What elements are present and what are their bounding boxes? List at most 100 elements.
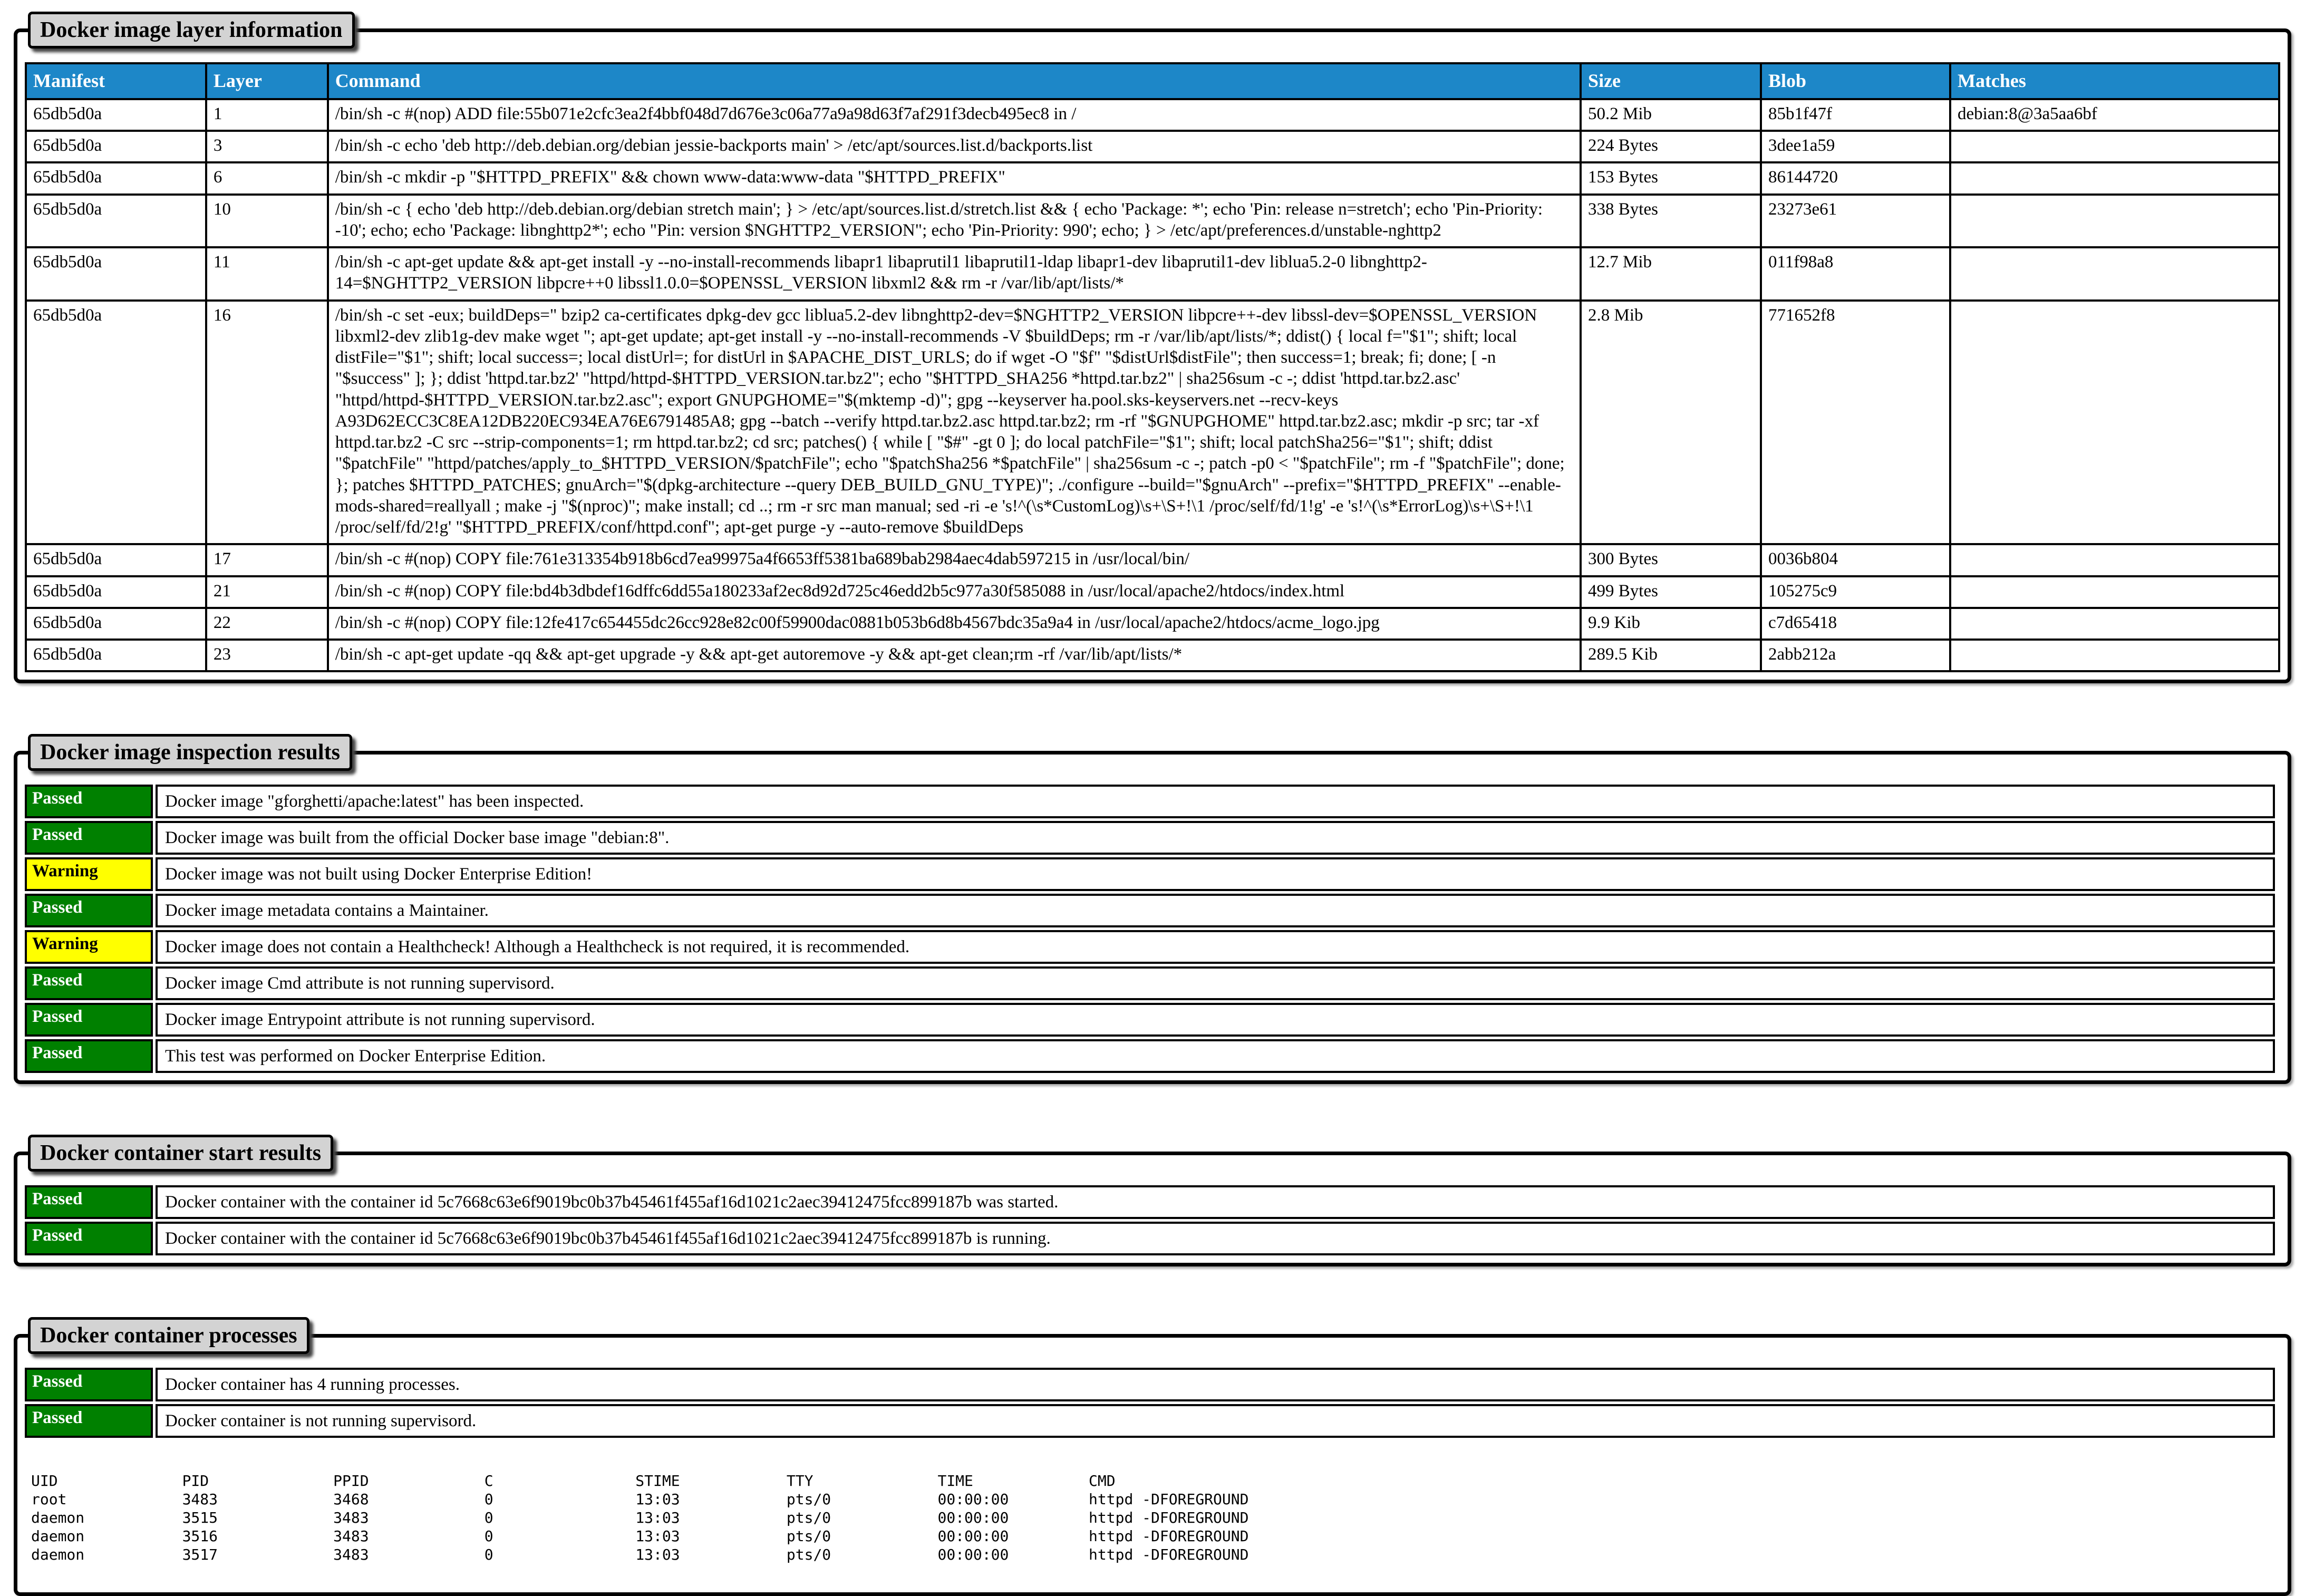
layer-cell: 1: [205, 98, 329, 132]
command-cell: /bin/sh -c set -eux; buildDeps=" bzip2 c…: [326, 299, 1582, 546]
size-cell: 499 Bytes: [1580, 575, 1762, 609]
command-cell: /bin/sh -c echo 'deb http://deb.debian.o…: [326, 130, 1582, 164]
manifest-cell: 65db5d0a: [25, 161, 207, 196]
status-message: Docker image metadata contains a Maintai…: [156, 894, 2275, 928]
matches-cell: debian:8@3a5aa6bf: [1949, 98, 2281, 132]
blob-cell: 011f98a8: [1759, 246, 1951, 302]
manifest-cell: 65db5d0a: [25, 98, 207, 132]
status-message: Docker container has 4 running processes…: [156, 1368, 2275, 1402]
layer-table-body: 65db5d0a 1/bin/sh -c #(nop) ADD file:55b0…: [25, 98, 2281, 673]
status-row: Passed Docker image metadata contains a M…: [25, 894, 2275, 928]
manifest-cell: 65db5d0a: [25, 575, 207, 609]
status-message: Docker image Entrypoint attribute is not…: [156, 1003, 2275, 1037]
matches-cell: [1949, 299, 2281, 546]
blob-cell: 85b1f47f: [1759, 98, 1951, 132]
status-badge: Passed: [25, 1003, 153, 1037]
layer-table-row: 65db5d0a 23/bin/sh -c apt-get update -qq …: [25, 639, 2281, 673]
status-badge: Passed: [25, 821, 153, 855]
status-message: Docker image does not contain a Healthch…: [156, 930, 2275, 964]
size-cell: 153 Bytes: [1580, 161, 1762, 196]
status-row: Warning Docker image was not built using …: [25, 857, 2275, 892]
manifest-cell: 65db5d0a: [25, 639, 207, 673]
layer-table: Manifest Layer Command Size Blob Matches…: [25, 62, 2281, 673]
layer-cell: 6: [205, 161, 329, 196]
status-row: Passed Docker container has 4 running pro…: [25, 1368, 2275, 1402]
blob-cell: c7d65418: [1759, 606, 1951, 641]
layer-cell: 22: [205, 606, 329, 641]
layer-table-header-row: Manifest Layer Command Size Blob Matches: [25, 62, 2281, 100]
manifest-cell: 65db5d0a: [25, 193, 207, 249]
layer-table-row: 65db5d0a 17/bin/sh -c #(nop) COPY file:76…: [25, 543, 2281, 577]
manifest-cell: 65db5d0a: [25, 246, 207, 302]
layer-table-row: 65db5d0a 22/bin/sh -c #(nop) COPY file:12…: [25, 606, 2281, 641]
blob-cell: 0036b804: [1759, 543, 1951, 577]
layer-table-row: 65db5d0a 3/bin/sh -c echo 'deb http://deb…: [25, 130, 2281, 164]
size-cell: 50.2 Mib: [1580, 98, 1762, 132]
layer-cell: 3: [205, 130, 329, 164]
column-header-command: Command: [326, 62, 1582, 100]
status-message: Docker image "gforghetti/apache:latest" …: [156, 785, 2275, 819]
status-badge: Passed: [25, 785, 153, 819]
layer-table-row: 65db5d0a 11/bin/sh -c apt-get update && a…: [25, 246, 2281, 302]
status-badge: Passed: [25, 1039, 153, 1073]
command-cell: /bin/sh -c apt-get update && apt-get ins…: [326, 246, 1582, 302]
column-header-manifest: Manifest: [25, 62, 207, 100]
command-cell: /bin/sh -c { echo 'deb http://deb.debian…: [326, 193, 1582, 249]
matches-cell: [1949, 543, 2281, 577]
status-row: Passed Docker container is not running su…: [25, 1404, 2275, 1438]
status-badge: Passed: [25, 1368, 153, 1402]
command-cell: /bin/sh -c #(nop) COPY file:761e313354b9…: [326, 543, 1582, 577]
layer-cell: 21: [205, 575, 329, 609]
size-cell: 224 Bytes: [1580, 130, 1762, 164]
layer-table-row: 65db5d0a 1/bin/sh -c #(nop) ADD file:55b0…: [25, 98, 2281, 132]
layer-cell: 16: [205, 299, 329, 546]
column-header-layer: Layer: [205, 62, 329, 100]
column-header-blob: Blob: [1759, 62, 1951, 100]
layer-cell: 23: [205, 639, 329, 673]
column-header-size: Size: [1580, 62, 1762, 100]
container-start-legend: Docker container start results: [28, 1135, 334, 1172]
status-row: Passed Docker image Entrypoint attribute …: [25, 1003, 2275, 1037]
layer-table-row: 65db5d0a 10/bin/sh -c { echo 'deb http://…: [25, 193, 2281, 249]
blob-cell: 86144720: [1759, 161, 1951, 196]
status-row: Passed Docker image "gforghetti/apache:la…: [25, 785, 2275, 819]
status-row: Passed This test was performed on Docker …: [25, 1039, 2275, 1073]
status-badge: Passed: [25, 1222, 153, 1256]
size-cell: 289.5 Kib: [1580, 639, 1762, 673]
layer-cell: 11: [205, 246, 329, 302]
status-badge: Passed: [25, 1185, 153, 1220]
command-cell: /bin/sh -c mkdir -p "$HTTPD_PREFIX" && c…: [326, 161, 1582, 196]
status-message: Docker image Cmd attribute is not runnin…: [156, 966, 2275, 1001]
container-start-table: Passed Docker container with the containe…: [22, 1183, 2278, 1258]
status-badge: Passed: [25, 1404, 153, 1438]
size-cell: 12.7 Mib: [1580, 246, 1762, 302]
layer-cell: 10: [205, 193, 329, 249]
blob-cell: 23273e61: [1759, 193, 1951, 249]
layer-table-row: 65db5d0a 16/bin/sh -c set -eux; buildDeps…: [25, 299, 2281, 546]
manifest-cell: 65db5d0a: [25, 606, 207, 641]
process-listing: UID PID PPID C STIME TTY TIME CMD root 3…: [31, 1472, 1249, 1564]
matches-cell: [1949, 606, 2281, 641]
command-cell: /bin/sh -c apt-get update -qq && apt-get…: [326, 639, 1582, 673]
layer-cell: 17: [205, 543, 329, 577]
matches-cell: [1949, 575, 2281, 609]
matches-cell: [1949, 639, 2281, 673]
status-badge: Warning: [25, 930, 153, 964]
command-cell: /bin/sh -c #(nop) COPY file:12fe417c6544…: [326, 606, 1582, 641]
status-row: Passed Docker image was built from the of…: [25, 821, 2275, 855]
container-processes-legend: Docker container processes: [28, 1317, 309, 1355]
container-processes-section: Docker container processes Passed Docker …: [14, 1317, 2291, 1596]
inspection-results-legend: Docker image inspection results: [28, 734, 352, 771]
status-badge: Warning: [25, 857, 153, 892]
column-header-matches: Matches: [1949, 62, 2281, 100]
status-row: Passed Docker image Cmd attribute is not …: [25, 966, 2275, 1001]
size-cell: 9.9 Kib: [1580, 606, 1762, 641]
blob-cell: 3dee1a59: [1759, 130, 1951, 164]
manifest-cell: 65db5d0a: [25, 299, 207, 546]
container-start-section: Docker container start results Passed Doc…: [14, 1135, 2291, 1267]
command-cell: /bin/sh -c #(nop) ADD file:55b071e2cfc3e…: [326, 98, 1582, 132]
status-message: Docker container with the container id 5…: [156, 1185, 2275, 1220]
matches-cell: [1949, 130, 2281, 164]
status-message: Docker container with the container id 5…: [156, 1222, 2275, 1256]
layer-info-legend: Docker image layer information: [28, 12, 355, 49]
